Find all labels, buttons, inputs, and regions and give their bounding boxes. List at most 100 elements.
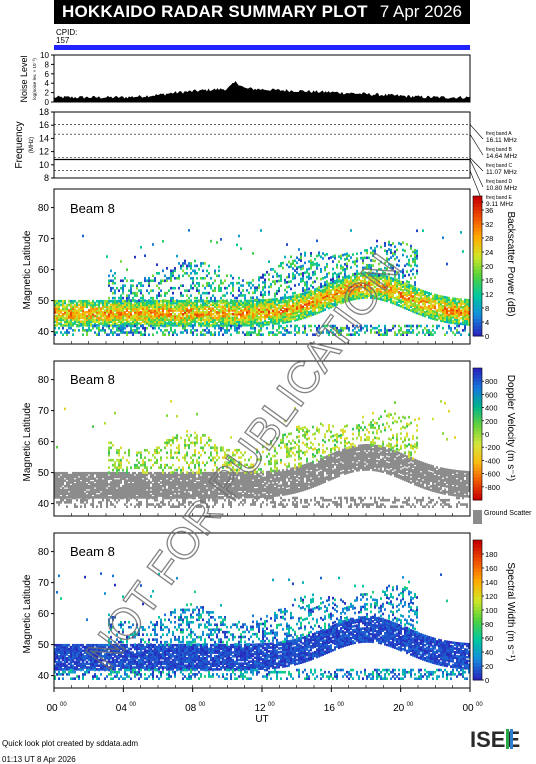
- echo-cell: [178, 262, 180, 265]
- echo-cell: [438, 325, 440, 328]
- echo-cell: [300, 265, 302, 268]
- echo-cell: [72, 329, 74, 332]
- echo-cell: [236, 244, 238, 247]
- echo-cell: [126, 505, 128, 508]
- freq-band-leader: [470, 160, 483, 187]
- echo-cell: [300, 253, 302, 256]
- echo-cell: [182, 265, 184, 268]
- echo-cell: [396, 249, 398, 252]
- echo-cell: [210, 299, 212, 302]
- echo-cell: [392, 300, 394, 303]
- echo-cell: [394, 258, 396, 261]
- echo-cell: [280, 284, 282, 287]
- echo-cell: [274, 283, 276, 286]
- echo-cell: [310, 252, 312, 255]
- echo-cell: [196, 297, 198, 300]
- echo-cell: [346, 255, 348, 258]
- echo-cell: [122, 297, 124, 300]
- echo-cell: [70, 485, 72, 488]
- echo-cell: [238, 331, 240, 334]
- lat-ytick-label: 60: [38, 265, 50, 276]
- echo-cell: [234, 297, 236, 300]
- echo-cell: [462, 300, 464, 303]
- echo-cell: [142, 294, 144, 297]
- echo-cell: [326, 253, 328, 256]
- echo-cell: [192, 325, 194, 328]
- echo-cell: [108, 451, 110, 454]
- echo-cell: [100, 300, 102, 303]
- echo-cell: [192, 279, 194, 282]
- echo-cell: [222, 333, 224, 336]
- echo-cell: [356, 257, 358, 260]
- echo-cell: [174, 300, 176, 303]
- echo-cell: [322, 285, 324, 288]
- echo-cell: [118, 469, 120, 472]
- echo-cell: [458, 298, 460, 301]
- echo-cell: [210, 331, 212, 334]
- echo-cell: [164, 466, 166, 469]
- echo-cell: [380, 246, 382, 249]
- echo-cell: [414, 276, 416, 279]
- echo-cell: [204, 300, 206, 303]
- echo-cell: [210, 324, 212, 327]
- echo-cell: [242, 309, 244, 312]
- echo-cell: [298, 294, 300, 297]
- echo-cell: [148, 451, 150, 454]
- echo-cell: [158, 282, 160, 285]
- echo-cell: [134, 497, 136, 500]
- echo-cell: [304, 271, 306, 274]
- echo-cell: [134, 325, 136, 328]
- echo-cell: [446, 263, 448, 266]
- echo-cell: [118, 289, 120, 292]
- echo-cell: [186, 294, 188, 297]
- echo-cell: [326, 263, 328, 266]
- echo-cell: [248, 331, 250, 334]
- echo-cell: [260, 294, 262, 297]
- echo-cell: [84, 497, 86, 500]
- echo-cell: [404, 282, 406, 285]
- echo-cell: [184, 260, 186, 263]
- echo-cell: [448, 297, 450, 300]
- echo-cell: [86, 478, 88, 481]
- echo-cell: [404, 292, 406, 295]
- echo-cell: [332, 260, 334, 263]
- echo-cell: [394, 245, 396, 248]
- echo-cell: [286, 276, 288, 279]
- echo-cell: [128, 331, 130, 334]
- echo-cell: [456, 325, 458, 328]
- echo-cell: [316, 240, 318, 243]
- echo-cell: [106, 325, 108, 328]
- echo-cell: [174, 287, 176, 290]
- colorbar-step: [473, 231, 482, 235]
- echo-cell: [432, 304, 434, 307]
- echo-cell: [386, 250, 388, 253]
- echo-cell: [322, 302, 324, 305]
- echo-cell: [268, 291, 270, 294]
- echo-cell: [280, 265, 282, 268]
- echo-cell: [120, 466, 122, 469]
- echo-cell: [182, 466, 184, 469]
- colorbar-step: [473, 326, 482, 330]
- echo-cell: [96, 327, 98, 330]
- echo-cell: [324, 281, 326, 284]
- echo-cell: [250, 325, 252, 328]
- echo-cell: [84, 492, 86, 495]
- echo-cell: [134, 466, 136, 469]
- echo-cell: [110, 300, 112, 303]
- echo-cell: [134, 329, 136, 332]
- freq-ytick-label: 12: [39, 147, 49, 157]
- echo-cell: [100, 492, 102, 495]
- echo-cell: [258, 329, 260, 332]
- echo-cell: [78, 300, 80, 303]
- echo-cell: [100, 307, 102, 310]
- echo-cell: [190, 287, 192, 290]
- echo-cell: [304, 291, 306, 294]
- echo-cell: [196, 277, 198, 280]
- echo-cell: [256, 286, 258, 289]
- echo-cell: [74, 479, 76, 482]
- echo-cell: [182, 472, 184, 475]
- echo-cell: [316, 288, 318, 291]
- echo-cell: [108, 454, 110, 457]
- echo-cell: [304, 281, 306, 284]
- echo-cell: [322, 252, 324, 255]
